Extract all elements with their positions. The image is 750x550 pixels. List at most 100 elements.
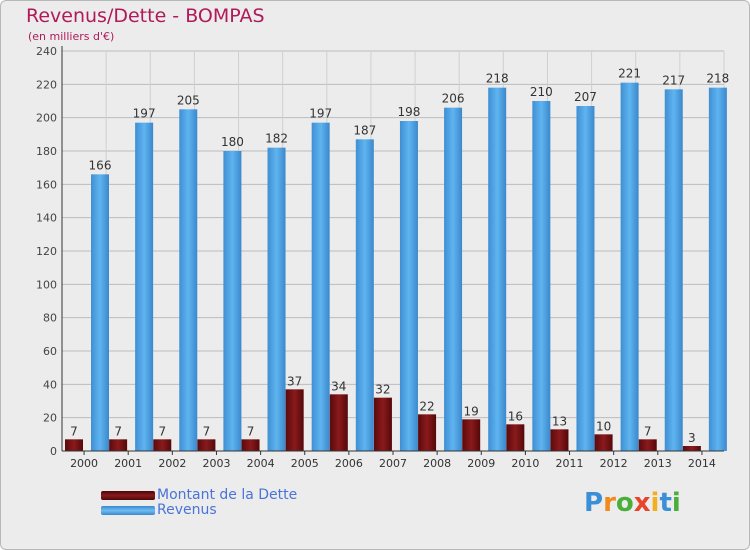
bar-revenus <box>620 82 639 452</box>
x-tick-label: 2010 <box>511 457 539 470</box>
y-tick-label: 40 <box>43 378 57 391</box>
legend-swatch-revenus <box>101 505 155 515</box>
legend-label-dette: Montant de la Dette <box>157 487 298 503</box>
bar-dette <box>285 389 304 451</box>
data-label-revenus: 198 <box>397 105 420 119</box>
x-tick-label: 2007 <box>379 457 407 470</box>
bar-revenus <box>708 87 727 452</box>
bar-revenus <box>135 122 154 452</box>
data-label-revenus: 217 <box>662 73 685 87</box>
data-label-revenus: 207 <box>574 90 597 104</box>
y-tick-label: 0 <box>50 445 57 458</box>
logo-letter: i <box>671 488 681 518</box>
data-label-dette: 7 <box>247 424 255 438</box>
x-tick-label: 2004 <box>247 457 275 470</box>
x-tick-label: 2013 <box>644 457 672 470</box>
x-tick-label: 2008 <box>423 457 451 470</box>
y-tick-label: 220 <box>36 78 57 91</box>
x-tick-label: 2005 <box>291 457 319 470</box>
chart-subtitle: (en milliers d'€) <box>28 30 115 43</box>
data-label-revenus: 197 <box>309 107 332 121</box>
proxiti-logo: Proxiti <box>584 488 681 518</box>
chart-title: Revenus/Dette - BOMPAS <box>26 5 265 27</box>
y-axis: 0 20 40 60 80 100 120 140 160 180 200 220 240 <box>36 45 63 458</box>
data-label-revenus: 210 <box>530 85 553 99</box>
x-tick-label: 2000 <box>70 457 98 470</box>
bar-revenus <box>488 87 507 452</box>
data-label-dette: 22 <box>419 399 434 413</box>
x-tick-label: 2003 <box>202 457 230 470</box>
data-label-revenus: 218 <box>486 72 509 86</box>
bar-dette <box>594 434 613 451</box>
data-label-dette: 3 <box>688 431 696 445</box>
bar-dette <box>462 419 481 451</box>
data-label-dette: 7 <box>644 424 652 438</box>
data-label-dette: 19 <box>464 404 479 418</box>
y-tick-label: 100 <box>36 278 57 291</box>
bar-revenus <box>179 109 198 451</box>
bars-group: 7166719772057180718237197341873219822206… <box>65 67 729 452</box>
bar-dette <box>109 439 128 451</box>
bar-dette <box>682 446 701 451</box>
data-label-revenus: 205 <box>177 93 200 107</box>
data-label-revenus: 182 <box>265 132 288 146</box>
y-tick-label: 200 <box>36 112 57 125</box>
bar-revenus <box>355 139 374 452</box>
logo-letter: r <box>603 488 616 518</box>
bar-revenus <box>91 174 109 452</box>
data-label-revenus: 206 <box>442 92 465 106</box>
y-tick-label: 140 <box>36 212 57 225</box>
x-tick-label: 2011 <box>556 457 584 470</box>
data-label-dette: 37 <box>287 374 302 388</box>
bar-dette <box>418 414 437 451</box>
bar-revenus <box>532 101 551 451</box>
bar-revenus <box>444 107 463 452</box>
bar-revenus <box>311 122 330 452</box>
bar-dette <box>241 439 260 451</box>
bar-dette <box>550 429 569 451</box>
legend-label-revenus: Revenus <box>157 502 217 518</box>
bar-dette <box>638 439 657 451</box>
bar-revenus <box>664 89 683 451</box>
y-tick-label: 60 <box>43 345 57 358</box>
data-label-dette: 32 <box>375 383 390 397</box>
data-label-revenus: 221 <box>618 67 641 81</box>
logo-letter: t <box>659 488 672 518</box>
bar-dette <box>506 424 525 451</box>
logo-letter: P <box>584 488 604 518</box>
legend-swatch-dette <box>101 490 155 500</box>
y-tick-label: 120 <box>36 245 57 258</box>
data-label-dette: 7 <box>203 424 211 438</box>
data-label-revenus: 166 <box>89 158 112 172</box>
logo-letter: x <box>633 488 651 518</box>
data-label-revenus: 197 <box>133 107 156 121</box>
logo-letter: o <box>615 488 634 518</box>
y-tick-label: 180 <box>36 145 57 158</box>
bar-revenus <box>399 121 418 451</box>
bar-revenus <box>223 151 242 451</box>
data-label-dette: 7 <box>114 424 122 438</box>
y-tick-label: 20 <box>43 412 57 425</box>
bar-dette <box>153 439 172 451</box>
data-label-dette: 7 <box>158 424 166 438</box>
legend-item-revenus: Revenus <box>101 502 217 518</box>
x-tick-label: 2001 <box>114 457 142 470</box>
data-label-dette: 7 <box>70 424 78 438</box>
x-axis: 2000 2001 2002 2003 2004 2005 2006 2007 2008 2009… <box>62 450 724 470</box>
bar-revenus <box>576 106 595 451</box>
data-label-revenus: 218 <box>706 72 729 86</box>
x-tick-label: 2002 <box>158 457 186 470</box>
x-tick-label: 2009 <box>467 457 495 470</box>
data-label-revenus: 187 <box>353 123 376 137</box>
y-tick-label: 80 <box>43 312 57 325</box>
x-tick-label: 2012 <box>600 457 628 470</box>
bar-dette <box>329 394 348 451</box>
data-label-revenus: 180 <box>221 135 244 149</box>
y-tick-label: 240 <box>36 45 57 58</box>
legend-item-dette: Montant de la Dette <box>101 487 297 503</box>
data-label-dette: 16 <box>508 409 523 423</box>
logo-letter: i <box>650 488 660 518</box>
data-label-dette: 34 <box>331 379 346 393</box>
